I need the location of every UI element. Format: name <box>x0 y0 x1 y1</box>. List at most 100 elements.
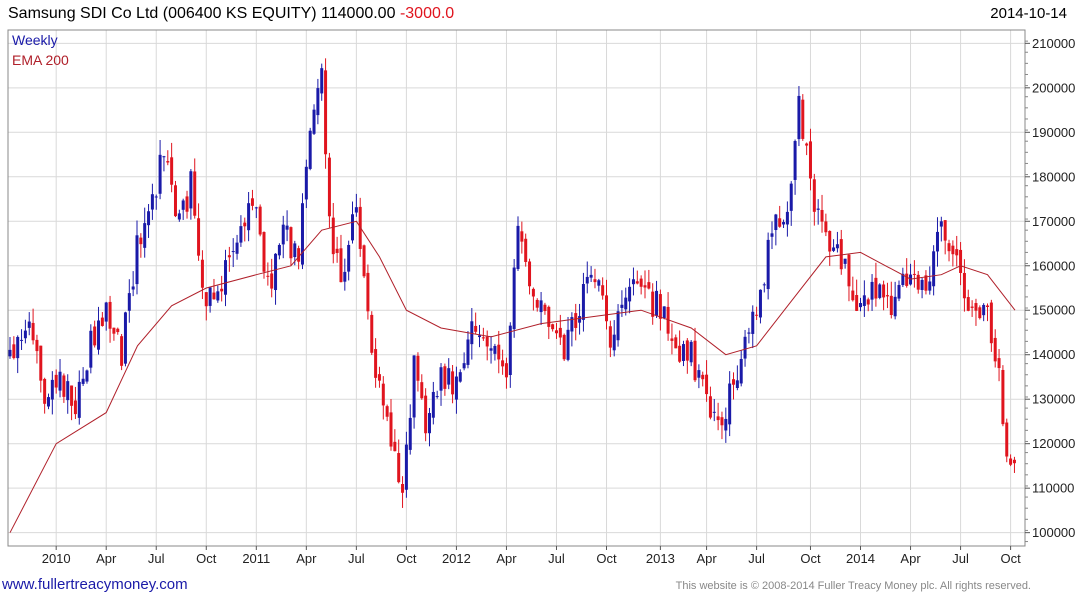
candle-body <box>308 130 312 169</box>
x-tick-label: Jul <box>148 551 165 566</box>
candle-body <box>389 412 393 447</box>
x-tick-label: Oct <box>196 551 217 566</box>
y-tick-label: 130000 <box>1032 392 1075 407</box>
candle-body <box>628 286 632 302</box>
candle-body <box>778 218 782 227</box>
candle-body <box>716 416 720 421</box>
candle-body <box>689 341 693 363</box>
candle-body <box>535 299 539 308</box>
candle-body <box>43 378 47 404</box>
candle-body <box>959 249 963 273</box>
candle-body <box>220 288 224 292</box>
candle-body <box>16 336 20 359</box>
candle-body <box>712 411 716 413</box>
y-tick-label: 190000 <box>1032 125 1075 140</box>
candle-body <box>993 337 997 362</box>
candle-body <box>816 208 820 210</box>
candle-body <box>351 214 355 241</box>
x-tick-label: Oct <box>596 551 617 566</box>
x-axis: 2010 Apr Jul Oct 2011 Apr Jul Oct 2012 Apr Jul Oct 2… <box>42 546 1021 566</box>
candle-body <box>216 291 220 301</box>
candle-body <box>631 279 635 285</box>
candle-body <box>197 218 201 256</box>
candle-body <box>243 222 247 227</box>
candle-body <box>274 253 278 291</box>
candle-body <box>681 344 685 361</box>
website-link[interactable]: www.fullertreacymoney.com <box>2 576 188 593</box>
candle-body <box>601 285 605 296</box>
x-tick-label: Apr <box>696 551 717 566</box>
candle-body <box>651 291 655 317</box>
candle-body <box>655 290 659 316</box>
candle-body <box>77 381 81 418</box>
candle-body <box>204 292 208 307</box>
candle-body <box>212 292 216 300</box>
candle-body <box>932 251 936 287</box>
candle-body <box>324 70 328 155</box>
candle-body <box>70 385 74 406</box>
candle-body <box>905 273 909 286</box>
candle-body <box>982 304 986 316</box>
candle-body <box>862 295 866 306</box>
candle-body <box>116 328 120 333</box>
candle-body <box>462 363 466 369</box>
candle-body <box>416 355 420 381</box>
candlestick-series <box>8 58 1016 508</box>
candle-body <box>304 166 308 200</box>
candle-body <box>250 198 254 206</box>
candle-body <box>162 156 166 158</box>
y-tick-label: 170000 <box>1032 214 1075 229</box>
candle-body <box>335 248 339 253</box>
candle-body <box>951 245 955 255</box>
candle-body <box>501 360 505 367</box>
candle-body <box>720 417 724 426</box>
candle-body <box>701 374 705 380</box>
candle-body <box>474 325 478 332</box>
x-tick-label: Apr <box>96 551 117 566</box>
candle-body <box>774 214 778 230</box>
candle-body <box>258 206 262 235</box>
candle-body <box>470 321 474 345</box>
candle-body <box>812 179 816 212</box>
candle-body <box>939 221 943 227</box>
x-tick-label: Oct <box>800 551 821 566</box>
candle-body <box>254 207 258 209</box>
candle-body <box>1005 422 1009 457</box>
candle-body <box>805 143 809 146</box>
candle-body <box>439 367 443 391</box>
candle-body <box>408 417 412 450</box>
candle-body <box>562 334 566 360</box>
y-tick-label: 100000 <box>1032 525 1075 540</box>
candle-body <box>320 68 324 94</box>
candle-body <box>935 231 939 252</box>
candle-body <box>247 203 251 231</box>
price-change: -3000.0 <box>399 5 455 22</box>
candle-body <box>458 372 462 382</box>
candle-body <box>200 259 204 288</box>
candle-body <box>578 316 582 323</box>
candle-body <box>35 339 39 352</box>
candle-body <box>362 245 366 277</box>
candle-body <box>635 281 639 284</box>
candle-body <box>431 391 435 418</box>
candle-body <box>173 185 177 217</box>
candle-body <box>928 281 932 291</box>
y-tick-label: 110000 <box>1032 481 1074 496</box>
candle-body <box>724 418 728 431</box>
candle-body <box>331 217 335 255</box>
candle-body <box>897 284 901 299</box>
candle-body <box>397 453 401 483</box>
candle-body <box>593 279 597 283</box>
x-tick-label: Jul <box>748 551 765 566</box>
candle-body <box>693 340 697 381</box>
candle-body <box>435 396 439 398</box>
x-tick-label: 2014 <box>846 551 875 566</box>
candle-body <box>23 330 27 339</box>
candle-body <box>528 261 532 287</box>
candle-body <box>97 320 101 350</box>
title-text: Samsung SDI Co Ltd (006400 KS EQUITY) 11… <box>8 5 396 22</box>
candle-body <box>970 306 974 308</box>
candle-body <box>54 374 58 388</box>
candle-body <box>347 244 351 272</box>
